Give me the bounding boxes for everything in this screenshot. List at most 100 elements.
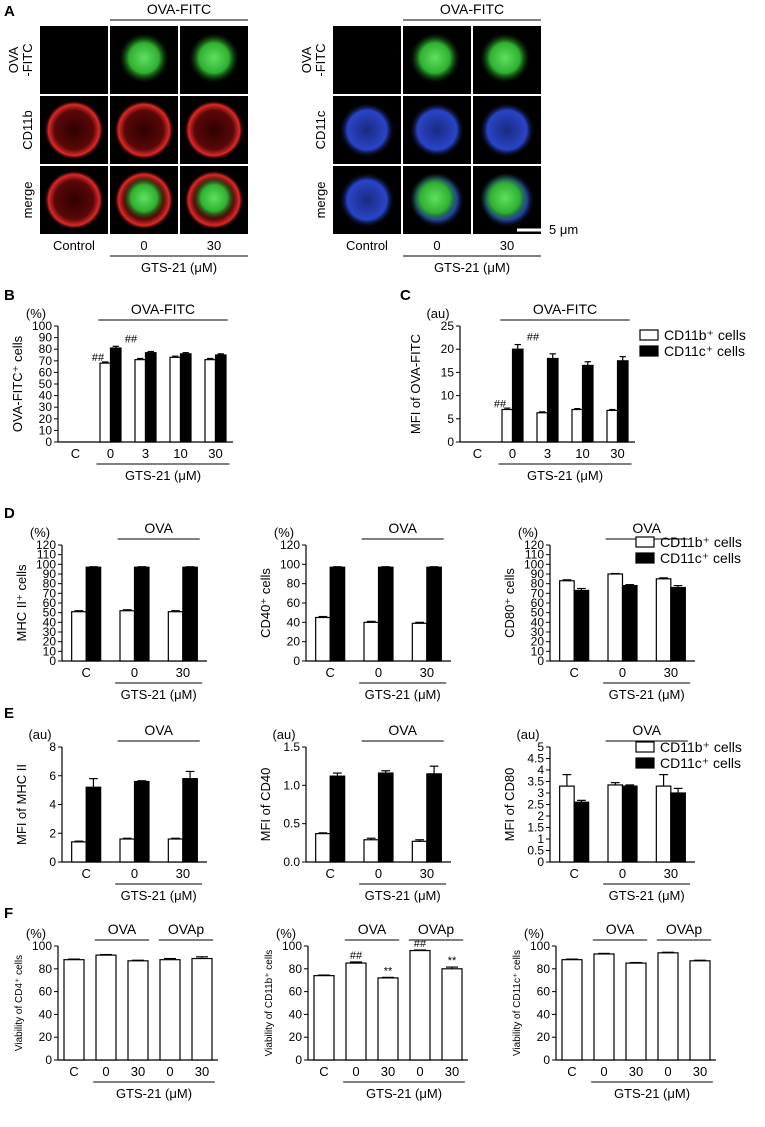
bar xyxy=(329,775,346,863)
y-tick-label: 1.5 xyxy=(527,821,544,835)
x-tick-label: 3 xyxy=(544,446,551,461)
bar xyxy=(655,785,672,863)
y-tick-label: 40 xyxy=(39,1007,53,1021)
bar xyxy=(85,566,102,662)
y-tick-label: 60 xyxy=(43,596,57,610)
svg-text:merge: merge xyxy=(313,182,328,219)
bar xyxy=(133,566,150,662)
y-tick-label: 90 xyxy=(531,567,545,581)
micrograph-col-label: 30 xyxy=(500,238,514,253)
legend-swatch-open xyxy=(635,741,655,753)
bar xyxy=(606,409,619,443)
y-unit: (au) xyxy=(28,727,51,742)
y-tick-label: 20 xyxy=(441,342,455,356)
y-unit: (%) xyxy=(276,926,296,941)
x-axis-label: GTS-21 (μM) xyxy=(116,1086,192,1101)
row-label: CD11b xyxy=(20,110,35,150)
y-tick-label: 100 xyxy=(36,557,56,571)
x-tick-label: 30 xyxy=(131,1064,145,1079)
bar xyxy=(593,953,615,1061)
x-tick-label: 0 xyxy=(509,446,516,461)
ova-fitc-header: OVA-FITC xyxy=(440,1,504,17)
chart-F1: 0 20 40 60 80 100(%) Viability of CD4⁺ cells C 0… xyxy=(14,921,218,1101)
y-tick-label: 70 xyxy=(531,586,545,600)
y-tick-label: 60 xyxy=(39,985,53,999)
bar xyxy=(179,353,192,443)
chart-F2: 0 20 40 60 80 100(%)Viability of CD11b⁺ cells… xyxy=(264,921,468,1101)
bar xyxy=(426,773,442,863)
x-tick-label: C xyxy=(325,866,334,881)
y-tick-label: 120 xyxy=(36,538,56,552)
bar xyxy=(616,360,629,443)
significance-mark: ## xyxy=(125,333,138,345)
x-tick-label: C xyxy=(567,1064,576,1079)
y-tick-label: 0 xyxy=(49,654,56,668)
y-axis-label: CD80⁺ cells xyxy=(502,568,517,638)
y-tick-label: 0 xyxy=(45,1053,52,1067)
chart-C: 0 5 10 15 20 25(au)MFI of OVA-FITC C 0 ## ## 3 10 30… xyxy=(408,301,635,483)
x-tick-label: C xyxy=(71,446,80,461)
y-tick-label: 4 xyxy=(49,798,56,812)
row-label: CD11c xyxy=(313,110,328,149)
y-unit: (%) xyxy=(518,525,538,540)
chart-D2: 0 20 40 60 80 100 120(%) CD40⁺ cells C 0 30 OVA GTS-… xyxy=(258,520,451,702)
group-label: OVA xyxy=(632,722,661,738)
y-tick-label: 1.5 xyxy=(283,740,300,754)
legend-swatch-filled xyxy=(635,757,655,769)
x-axis-label: GTS-21 (μM) xyxy=(614,1086,690,1101)
y-tick-label: 80 xyxy=(287,577,301,591)
micrograph-cell xyxy=(473,26,541,94)
y-tick-label: 20 xyxy=(39,412,53,426)
y-tick-label: 0 xyxy=(537,654,544,668)
micrograph-cell xyxy=(473,96,541,164)
x-axis-label: GTS-21 (μM) xyxy=(121,687,197,702)
y-tick-label: 30 xyxy=(531,625,545,639)
micrograph-cell xyxy=(180,26,248,94)
bar xyxy=(441,968,463,1061)
y-tick-label: 20 xyxy=(39,1030,53,1044)
bar xyxy=(501,408,514,443)
bar xyxy=(559,785,575,863)
micrograph-cell xyxy=(333,166,401,234)
bar xyxy=(109,347,122,443)
bar xyxy=(71,611,87,662)
significance-mark: ## xyxy=(494,399,507,411)
group-label: OVA xyxy=(358,921,387,937)
y-tick-label: 80 xyxy=(531,577,545,591)
svg-text:OVA: OVA xyxy=(6,46,21,73)
bar xyxy=(134,359,147,443)
bar xyxy=(377,566,394,662)
x-tick-label: 10 xyxy=(173,446,187,461)
bar xyxy=(144,352,157,443)
y-tick-label: 0.5 xyxy=(527,844,544,858)
x-tick-label: 30 xyxy=(610,446,624,461)
micrograph-cell xyxy=(110,26,178,94)
x-tick-label: 30 xyxy=(176,665,190,680)
bar xyxy=(536,412,549,443)
bar xyxy=(559,580,575,662)
y-tick-label: 100 xyxy=(530,939,550,953)
y-tick-label: 80 xyxy=(537,962,551,976)
x-axis-label: GTS-21 (μM) xyxy=(121,888,197,903)
y-tick-label: 25 xyxy=(441,319,455,333)
y-tick-label: 20 xyxy=(531,635,545,649)
x-tick-label: 0 xyxy=(375,866,382,881)
y-tick-label: 80 xyxy=(289,962,303,976)
bar xyxy=(363,621,380,662)
y-tick-label: 20 xyxy=(287,635,301,649)
y-tick-label: 100 xyxy=(32,939,52,953)
bar xyxy=(204,359,217,443)
bar xyxy=(573,589,590,662)
x-tick-label: C xyxy=(569,866,578,881)
y-axis-label: OVA-FITC⁺ cells xyxy=(10,335,25,432)
x-axis-label: GTS-21 (μM) xyxy=(609,888,685,903)
y-tick-label: 20 xyxy=(537,1030,551,1044)
x-tick-label: 0 xyxy=(619,665,626,680)
group-label: OVA xyxy=(144,520,173,536)
group-label: OVA-FITC xyxy=(533,301,597,317)
micrograph-cell xyxy=(333,26,401,94)
bar xyxy=(182,778,198,863)
x-axis-label: GTS-21 (μM) xyxy=(125,468,201,483)
group-label: OVAp xyxy=(666,921,703,937)
micrograph-col-label: 0 xyxy=(140,238,147,253)
